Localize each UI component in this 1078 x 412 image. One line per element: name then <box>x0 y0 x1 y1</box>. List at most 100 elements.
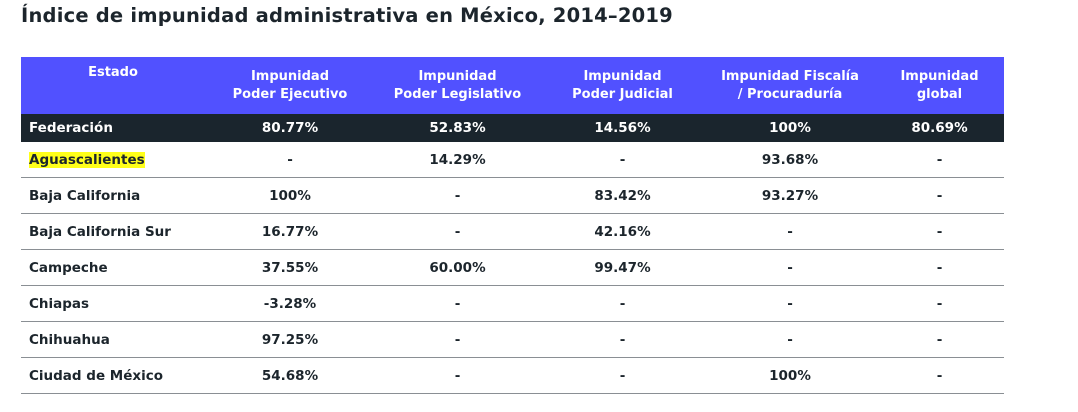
column-header: Estado <box>21 57 205 114</box>
value: 100% <box>769 367 811 384</box>
value-cell: - <box>375 177 540 214</box>
value-cell: - <box>875 357 1004 394</box>
value: - <box>454 295 461 312</box>
value-cell: - <box>875 285 1004 322</box>
value-cell: - <box>540 321 705 358</box>
value-cell: - <box>540 285 705 322</box>
column-header-line: Impunidad Fiscalía <box>721 68 859 84</box>
value-cell: - <box>540 142 705 178</box>
value: 100% <box>269 187 311 204</box>
value: 80.77% <box>261 120 319 136</box>
column-header: Impunidad Poder Ejecutivo <box>205 57 375 114</box>
value-cell: - <box>875 249 1004 286</box>
value-cell: 37.55% <box>205 249 375 286</box>
value-cell: - <box>875 213 1004 250</box>
value: - <box>936 259 943 276</box>
value-cell: - <box>705 321 875 358</box>
value: 60.00% <box>429 259 486 276</box>
table-row: Chihuahua 97.25% - - - - <box>21 321 1004 358</box>
state-name-cell: Campeche <box>21 249 205 286</box>
state-name-cell: Aguascalientes <box>21 142 205 178</box>
value-cell: - <box>875 142 1004 178</box>
value: 93.68% <box>761 151 819 168</box>
value: 83.42% <box>594 187 651 204</box>
value: 97.25% <box>261 331 319 348</box>
value: - <box>619 367 626 384</box>
column-header: Impunidad Poder Judicial <box>540 57 705 114</box>
value: 14.56% <box>594 120 651 136</box>
value: - <box>936 151 943 168</box>
state-name: Ciudad de México <box>29 367 164 384</box>
state-name: Aguascalientes <box>29 151 145 168</box>
column-header: Impunidad Fiscalía / Procuraduría <box>705 57 875 114</box>
value-cell: 42.16% <box>540 213 705 250</box>
table-row: Baja California Sur 16.77% - 42.16% - - <box>21 213 1004 250</box>
column-header-line: Poder Legislativo <box>393 86 522 102</box>
value-cell: - <box>705 285 875 322</box>
value-cell: - <box>705 249 875 286</box>
value: - <box>619 295 626 312</box>
state-name: Campeche <box>29 259 108 276</box>
value: - <box>619 151 626 168</box>
value-cell: 100% <box>705 357 875 394</box>
state-name-cell: Chiapas <box>21 285 205 322</box>
value: - <box>787 223 793 240</box>
value-cell: - <box>375 321 540 358</box>
column-header-line: Impunidad <box>900 68 979 84</box>
column-header-line: Impunidad <box>418 68 497 84</box>
column-header: Impunidad global <box>875 57 1004 114</box>
value-cell: 93.27% <box>705 177 875 214</box>
value-cell: 80.69% <box>875 114 1004 142</box>
value: 14.29% <box>429 151 486 168</box>
column-header-line: Poder Ejecutivo <box>232 86 348 102</box>
state-name-cell: Ciudad de México <box>21 357 205 394</box>
table-row: Aguascalientes - 14.29% - 93.68% - <box>21 142 1004 178</box>
value: - <box>287 151 293 168</box>
value: - <box>454 223 461 240</box>
column-header-line: Impunidad <box>583 68 662 84</box>
value-cell: - <box>375 357 540 394</box>
value-cell: - <box>375 213 540 250</box>
value: - <box>454 187 461 204</box>
value: 54.68% <box>261 367 319 384</box>
value: 42.16% <box>594 223 651 240</box>
state-name: Federación <box>29 120 113 136</box>
value-cell: 100% <box>705 114 875 142</box>
value-cell: - <box>540 357 705 394</box>
state-name-cell: Baja California Sur <box>21 213 205 250</box>
value-cell: 14.29% <box>375 142 540 178</box>
value-cell: 83.42% <box>540 177 705 214</box>
state-name-cell: Baja California <box>21 177 205 214</box>
state-name: Baja California Sur <box>29 223 171 240</box>
value: - <box>454 331 461 348</box>
value: - <box>936 367 943 384</box>
table-row: Baja California 100% - 83.42% 93.27% - <box>21 177 1004 214</box>
value-cell: - <box>375 285 540 322</box>
table-row: Chiapas -3.28% - - - - <box>21 285 1004 322</box>
value-cell: 100% <box>205 177 375 214</box>
value-cell: - <box>875 177 1004 214</box>
value: 16.77% <box>261 223 319 240</box>
value: 100% <box>769 120 811 136</box>
value: - <box>936 187 943 204</box>
value-cell: 97.25% <box>205 321 375 358</box>
value-cell: 99.47% <box>540 249 705 286</box>
value: -3.28% <box>263 295 317 312</box>
value: - <box>936 223 943 240</box>
value-cell: 16.77% <box>205 213 375 250</box>
value-cell: 93.68% <box>705 142 875 178</box>
column-header-line: Estado <box>88 65 138 80</box>
value-cell: - <box>705 213 875 250</box>
state-name-cell: Chihuahua <box>21 321 205 358</box>
value: - <box>936 295 943 312</box>
value-cell: - <box>875 321 1004 358</box>
table-header-row: Estado Impunidad Poder Ejecutivo Impunidad P… <box>21 57 1004 114</box>
table-row: Campeche 37.55% 60.00% 99.47% - - <box>21 249 1004 286</box>
table-row: Ciudad de México 54.68% - - 100% - <box>21 357 1004 394</box>
value: 80.69% <box>911 120 968 136</box>
value: - <box>619 331 626 348</box>
column-header-line: Impunidad <box>250 68 330 84</box>
page-title: Índice de impunidad administrativa en Mé… <box>21 4 673 27</box>
state-name: Baja California <box>29 187 141 204</box>
value: - <box>787 295 793 312</box>
